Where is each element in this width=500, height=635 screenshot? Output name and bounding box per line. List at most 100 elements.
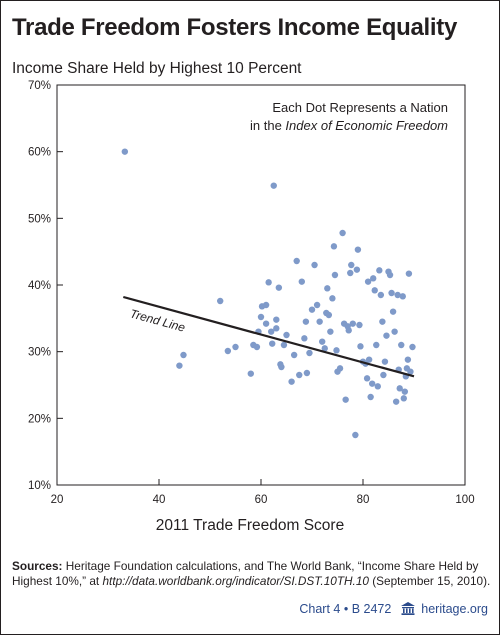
data-point (348, 261, 355, 269)
data-point (370, 275, 377, 282)
data-point (121, 148, 129, 155)
data-point (290, 351, 298, 359)
data-point (325, 311, 333, 319)
y-tick-label: 70% (28, 80, 51, 92)
data-point (339, 229, 346, 237)
y-axis-label: Income Share Held by Highest 10 Percent (12, 60, 302, 77)
data-point (367, 393, 374, 401)
data-point (396, 385, 403, 392)
data-point (316, 318, 323, 325)
y-tick-label: 40% (28, 280, 51, 292)
sources-note: Sources: Heritage Foundation calculation… (12, 559, 492, 589)
data-point (407, 368, 414, 375)
data-point (392, 398, 400, 405)
data-point (389, 308, 397, 315)
x-axis-label: 2011 Trade Freedom Score (155, 517, 345, 534)
chart-reference: Chart 4 • B 2472 (299, 602, 392, 616)
data-point (288, 378, 295, 385)
chart-annotation: Each Dot Represents a Nation in the Inde… (250, 99, 448, 135)
data-point (280, 341, 288, 349)
heritage-building-icon (400, 602, 415, 615)
annotation-prefix: in the (250, 118, 286, 133)
data-point (386, 271, 394, 279)
data-point (273, 325, 280, 332)
data-point (342, 396, 349, 403)
trend-line-label: Trend Line (129, 306, 187, 334)
data-point (399, 293, 406, 300)
data-point (253, 343, 261, 351)
data-point (352, 431, 359, 439)
data-point (347, 269, 354, 277)
data-point (381, 358, 389, 365)
data-point (349, 320, 356, 327)
y-tick-label: 10% (28, 480, 51, 492)
data-point (383, 332, 390, 339)
data-point (409, 343, 416, 351)
data-point (391, 328, 398, 335)
data-point (275, 284, 283, 291)
data-point (354, 246, 362, 253)
data-point (373, 341, 380, 349)
data-point (313, 301, 321, 309)
data-point (371, 287, 378, 294)
data-point (394, 291, 401, 299)
x-tick-label: 40 (153, 494, 166, 506)
data-point (353, 266, 361, 273)
y-tick-label: 30% (28, 347, 51, 359)
data-point (176, 362, 183, 369)
sources-text-1: Heritage Foundation calculations, and Th… (12, 559, 479, 588)
plot-area (56, 84, 466, 486)
data-point (180, 351, 187, 359)
data-point (400, 395, 407, 402)
data-point (379, 318, 386, 325)
data-point (232, 343, 239, 351)
data-point (327, 328, 334, 335)
data-point (269, 340, 276, 347)
data-point (329, 295, 336, 302)
data-point (404, 356, 412, 363)
data-point (321, 345, 328, 352)
heritage-site[interactable]: heritage.org (421, 602, 488, 616)
x-tick-label: 100 (455, 494, 474, 506)
data-point (388, 289, 395, 297)
data-point (365, 356, 373, 363)
data-point (257, 313, 265, 321)
data-point (268, 328, 275, 335)
x-tick-label: 60 (255, 494, 268, 506)
data-point (405, 270, 413, 277)
data-point (330, 243, 338, 250)
data-point (376, 267, 383, 274)
annotation-line-2: in the Index of Economic Freedom (250, 117, 448, 135)
data-point (345, 327, 352, 334)
data-point (278, 363, 285, 371)
data-point (324, 285, 331, 292)
data-point (296, 371, 303, 379)
data-point (273, 316, 280, 323)
data-point (262, 320, 270, 327)
annotation-index-name: Index of Economic Freedom (285, 118, 448, 133)
data-point (401, 388, 409, 395)
data-point (217, 297, 224, 305)
data-point (224, 347, 232, 355)
data-point (293, 257, 300, 265)
data-point (363, 375, 371, 382)
data-point (298, 278, 305, 285)
data-point (374, 383, 381, 390)
data-point (336, 365, 344, 372)
data-point (283, 331, 290, 339)
data-point (270, 182, 277, 189)
data-point (311, 261, 318, 269)
data-point (306, 349, 313, 357)
sources-text-2: (September 15, 2010). (368, 574, 491, 588)
data-point (331, 271, 339, 279)
data-point (357, 343, 364, 350)
data-point (380, 371, 387, 379)
x-tick-label: 80 (357, 494, 370, 506)
data-point (247, 370, 254, 377)
sources-url[interactable]: http://data.worldbank.org/indicator/SI.D… (102, 574, 369, 588)
data-point (265, 279, 272, 286)
data-point (302, 318, 310, 325)
y-tick-label: 60% (28, 147, 51, 159)
data-point (308, 306, 316, 313)
